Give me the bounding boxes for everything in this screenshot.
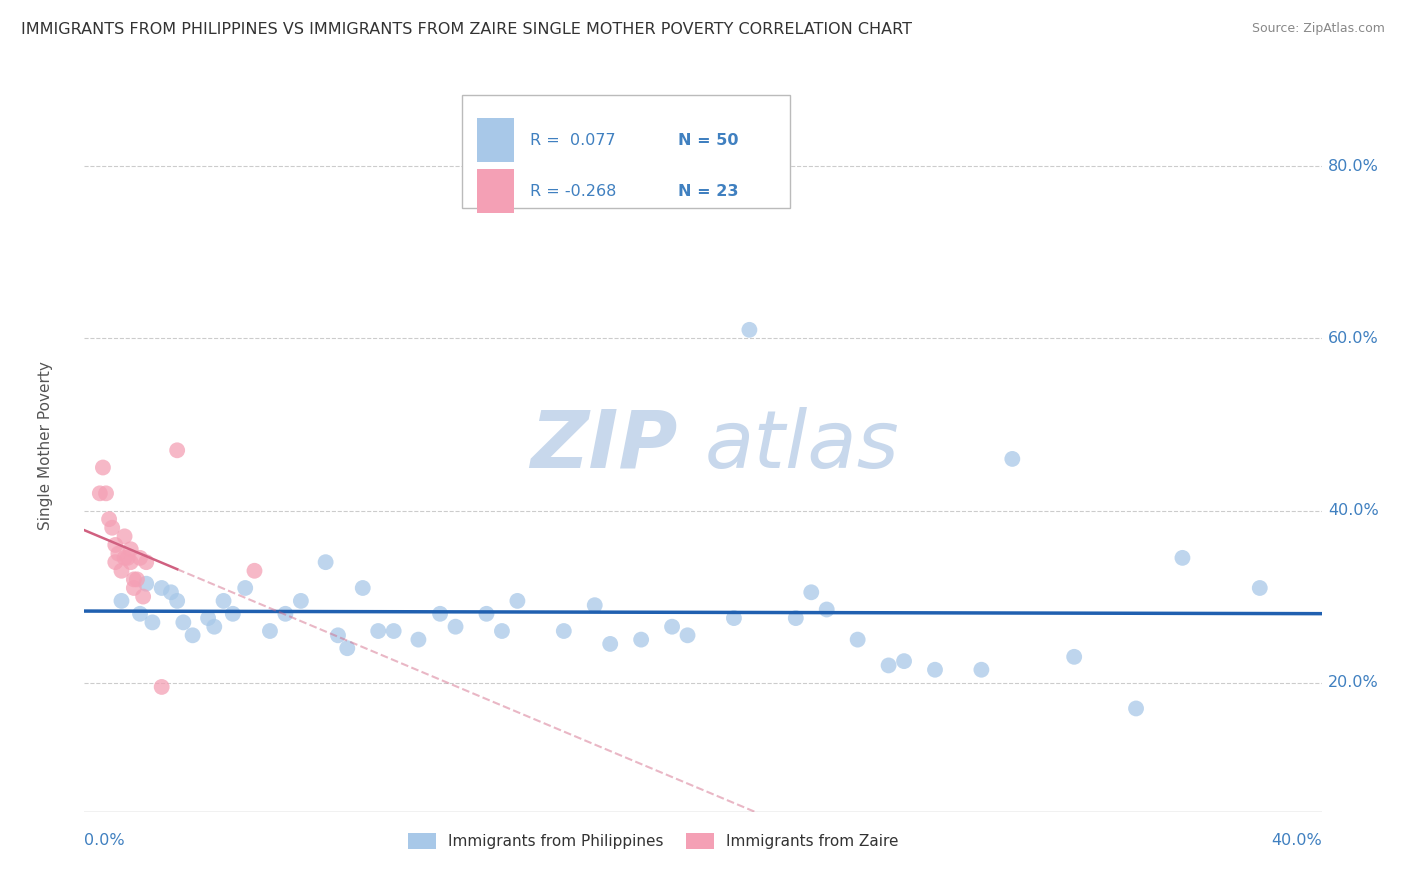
Point xyxy=(122,581,145,595)
Point xyxy=(583,598,606,612)
Point xyxy=(89,486,111,500)
Point xyxy=(599,637,621,651)
Point xyxy=(1001,451,1024,466)
Point xyxy=(150,680,173,694)
Point xyxy=(114,550,136,565)
Text: R = -0.268: R = -0.268 xyxy=(530,184,616,199)
Point xyxy=(197,611,219,625)
Text: 40.0%: 40.0% xyxy=(1271,833,1322,848)
Point xyxy=(202,620,225,634)
Text: 80.0%: 80.0% xyxy=(1327,159,1379,174)
Point xyxy=(117,550,139,565)
Point xyxy=(352,581,374,595)
Point xyxy=(723,611,745,625)
Text: atlas: atlas xyxy=(704,407,900,485)
Point xyxy=(1063,649,1085,664)
Point xyxy=(336,641,359,656)
Text: IMMIGRANTS FROM PHILIPPINES VS IMMIGRANTS FROM ZAIRE SINGLE MOTHER POVERTY CORRE: IMMIGRANTS FROM PHILIPPINES VS IMMIGRANT… xyxy=(21,22,912,37)
Point xyxy=(290,594,312,608)
Point xyxy=(129,607,152,621)
Point xyxy=(738,323,761,337)
Point xyxy=(382,624,405,638)
Point xyxy=(326,628,349,642)
Point xyxy=(1171,550,1194,565)
Point xyxy=(222,607,245,621)
Text: 0.0%: 0.0% xyxy=(84,833,125,848)
Point xyxy=(970,663,993,677)
Text: 60.0%: 60.0% xyxy=(1327,331,1378,346)
Text: ZIP: ZIP xyxy=(530,407,678,485)
Text: 40.0%: 40.0% xyxy=(1327,503,1378,518)
Point xyxy=(243,564,266,578)
Point xyxy=(166,443,188,458)
FancyBboxPatch shape xyxy=(461,95,790,209)
Text: N = 50: N = 50 xyxy=(678,133,738,148)
Point xyxy=(114,529,136,543)
Point xyxy=(91,460,114,475)
Point xyxy=(107,547,129,561)
FancyBboxPatch shape xyxy=(477,119,513,162)
Point xyxy=(1249,581,1271,595)
Point xyxy=(110,594,132,608)
Point xyxy=(367,624,389,638)
Legend: Immigrants from Philippines, Immigrants from Zaire: Immigrants from Philippines, Immigrants … xyxy=(402,827,905,855)
Point xyxy=(181,628,204,642)
Point xyxy=(877,658,900,673)
Point xyxy=(661,620,683,634)
Text: 20.0%: 20.0% xyxy=(1327,675,1378,690)
Point xyxy=(506,594,529,608)
Text: N = 23: N = 23 xyxy=(678,184,738,199)
Point xyxy=(110,564,132,578)
Point xyxy=(104,538,127,552)
Point xyxy=(141,615,163,630)
Point xyxy=(429,607,451,621)
Point xyxy=(491,624,513,638)
Point xyxy=(120,542,142,557)
Point xyxy=(233,581,256,595)
Point xyxy=(212,594,235,608)
Point xyxy=(893,654,915,668)
Text: R =  0.077: R = 0.077 xyxy=(530,133,616,148)
Point xyxy=(444,620,467,634)
Text: Single Mother Poverty: Single Mother Poverty xyxy=(38,361,53,531)
FancyBboxPatch shape xyxy=(477,169,513,213)
Point xyxy=(150,581,173,595)
Point xyxy=(785,611,807,625)
Point xyxy=(122,573,145,587)
Point xyxy=(172,615,194,630)
Point xyxy=(125,573,148,587)
Point xyxy=(846,632,869,647)
Point xyxy=(135,555,157,569)
Point xyxy=(120,555,142,569)
Point xyxy=(135,576,157,591)
Point xyxy=(160,585,183,599)
Point xyxy=(101,521,124,535)
Point xyxy=(166,594,188,608)
Point xyxy=(259,624,281,638)
Point xyxy=(1125,701,1147,715)
Point xyxy=(475,607,498,621)
Point xyxy=(924,663,946,677)
Point xyxy=(553,624,575,638)
Point xyxy=(98,512,121,526)
Point xyxy=(800,585,823,599)
Point xyxy=(815,602,838,616)
Point xyxy=(630,632,652,647)
Text: Source: ZipAtlas.com: Source: ZipAtlas.com xyxy=(1251,22,1385,36)
Point xyxy=(676,628,699,642)
Point xyxy=(104,555,127,569)
Point xyxy=(274,607,297,621)
Point xyxy=(94,486,117,500)
Point xyxy=(129,550,152,565)
Point xyxy=(315,555,337,569)
Point xyxy=(408,632,430,647)
Point xyxy=(132,590,155,604)
